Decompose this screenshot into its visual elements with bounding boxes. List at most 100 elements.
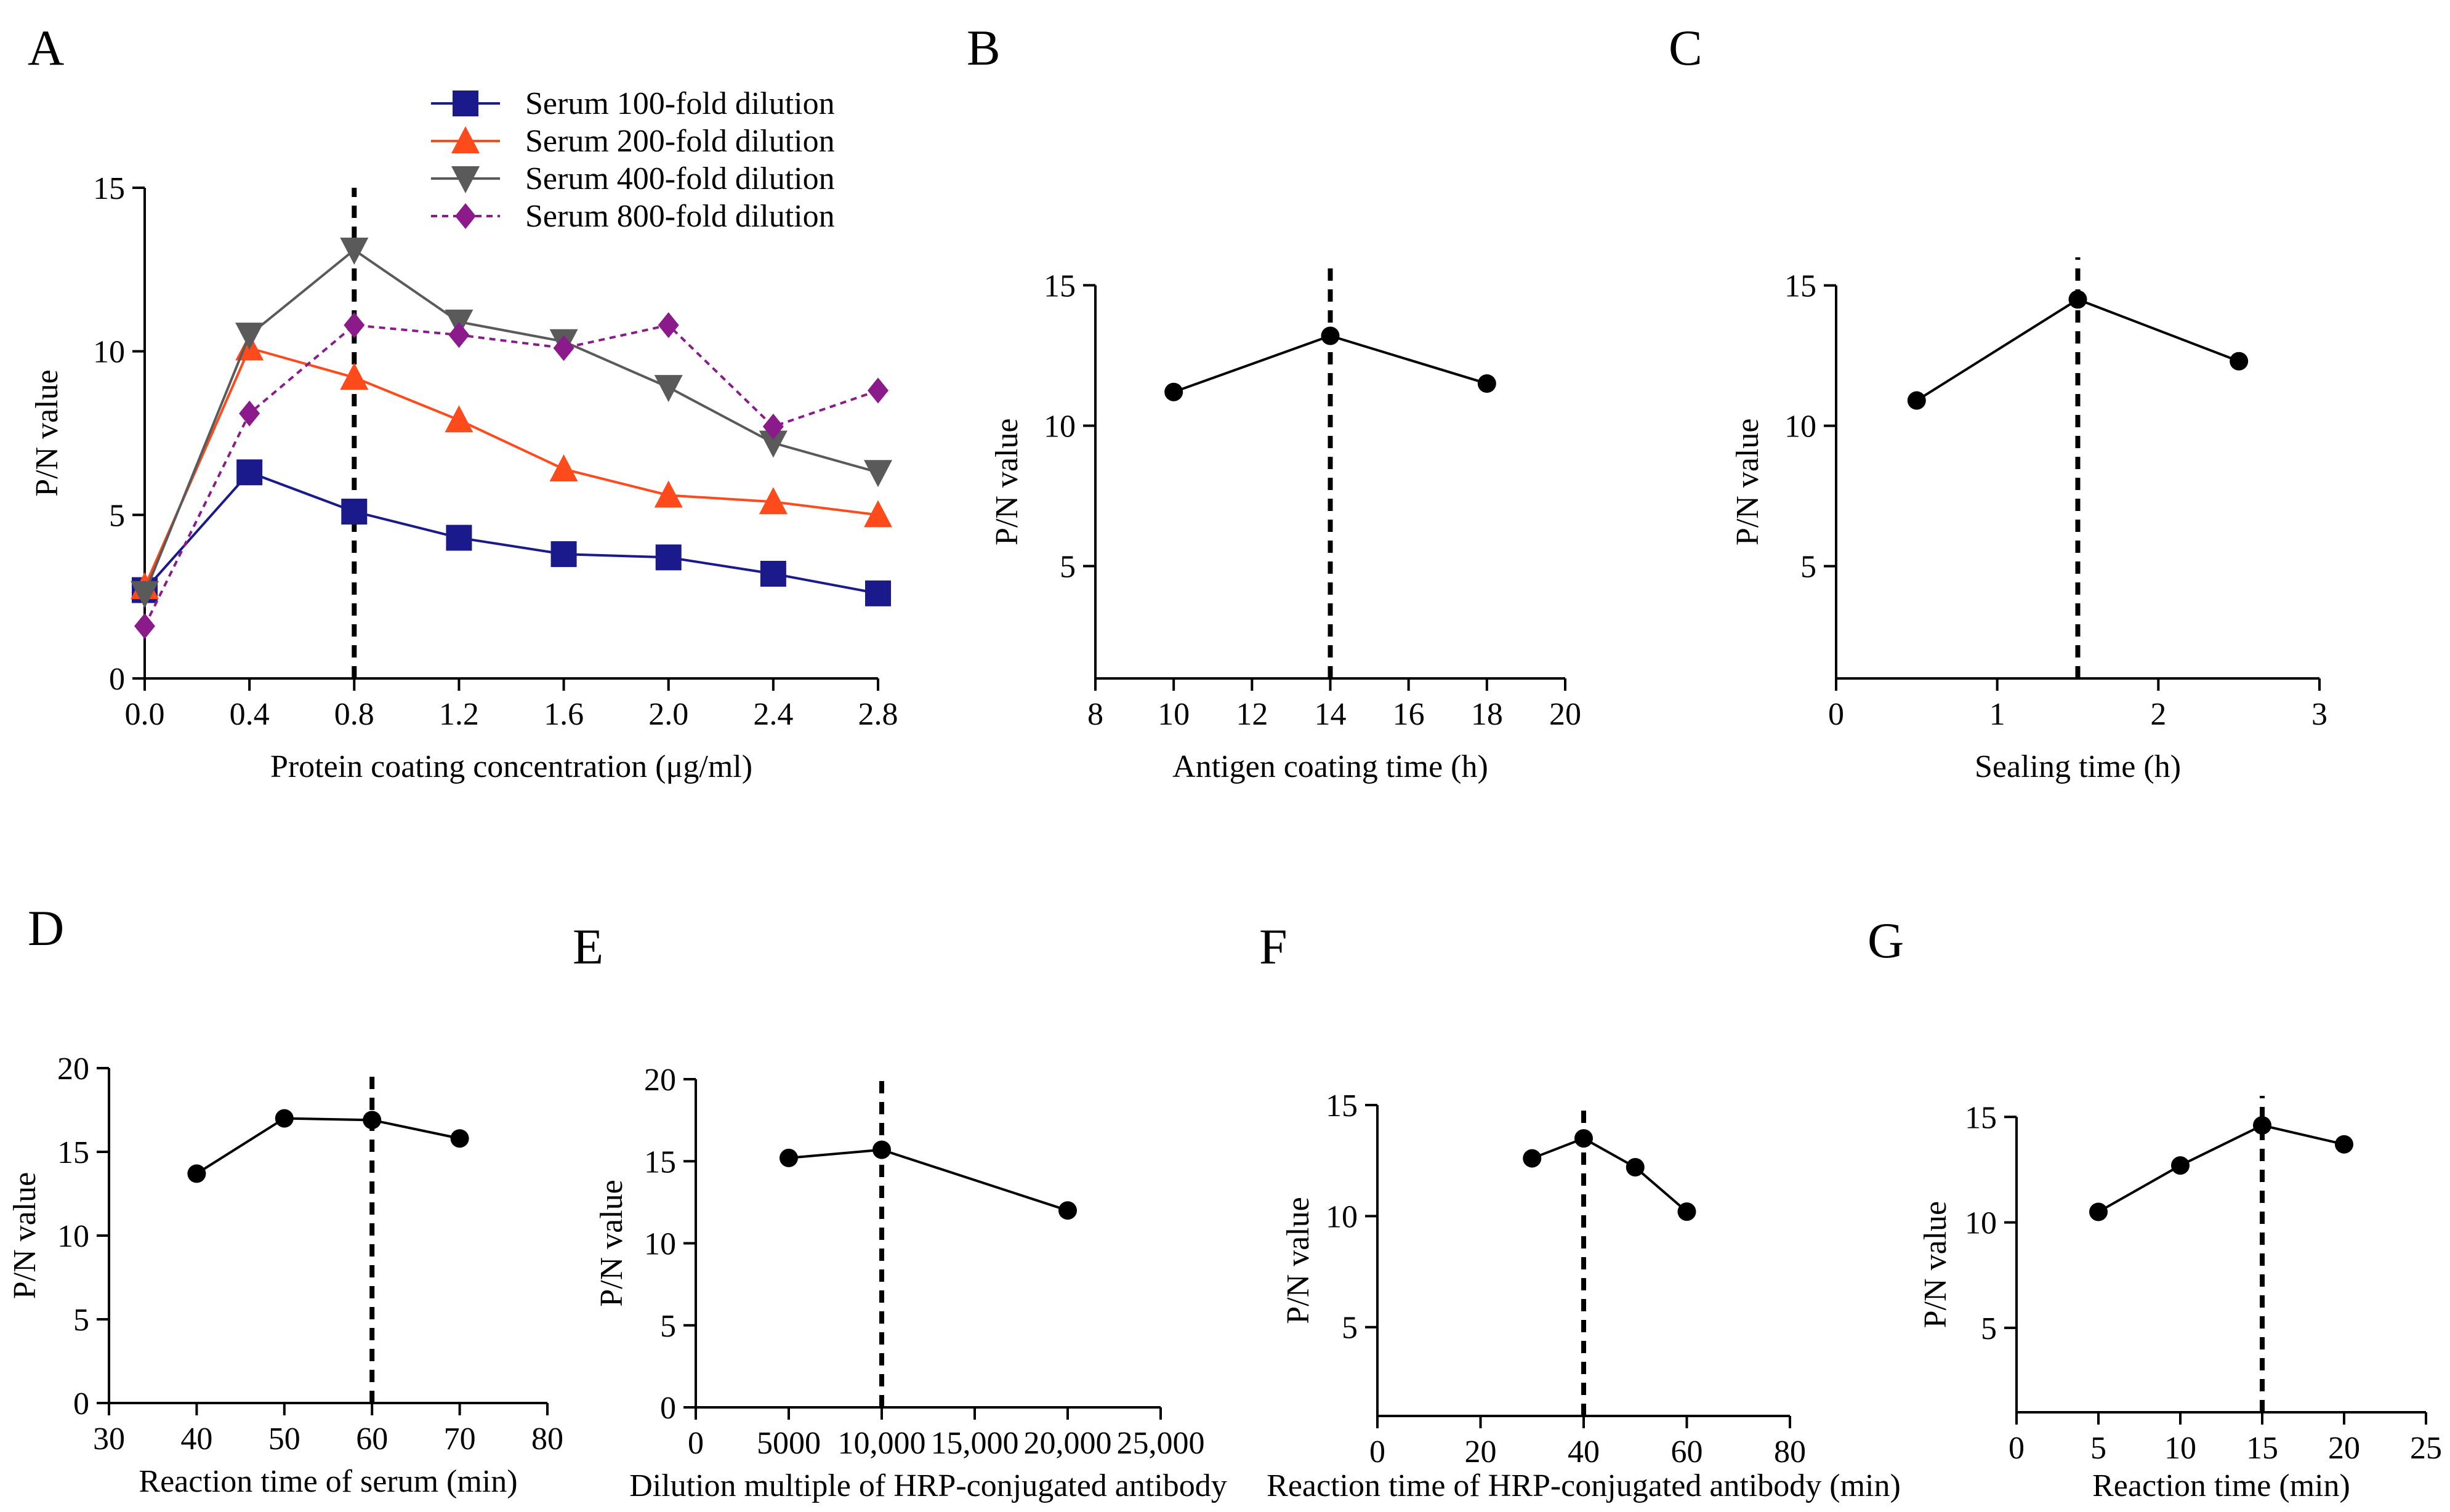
panel-a-x-tick-label: 1.6: [544, 697, 584, 732]
panel-g-y-axis-title: P/N value: [1918, 1201, 1953, 1329]
panel-a-data-point: [658, 312, 679, 339]
panel-a-data-point: [448, 322, 470, 348]
panel-b-data-point: [1477, 374, 1496, 393]
panel-b-x-tick-label: 12: [1236, 697, 1268, 732]
panel-d-data-point: [275, 1109, 294, 1128]
panel-d-y-tick-label: 5: [73, 1303, 89, 1338]
panel-a-data-point: [235, 323, 264, 350]
panel-e-y-tick-label: 0: [660, 1391, 676, 1426]
panel-a-data-point: [341, 499, 368, 525]
panel-f-data-point: [1574, 1129, 1593, 1148]
panel-b-x-tick-label: 20: [1549, 697, 1581, 732]
panel-b-data-point: [1321, 326, 1340, 345]
panel-e-x-tick-label: 5000: [757, 1426, 821, 1461]
panel-a-x-tick-label: 1.2: [439, 697, 479, 732]
panel-d-y-tick-label: 15: [57, 1135, 89, 1170]
panel-e-y-tick-label: 15: [644, 1144, 676, 1180]
panel-a-data-point: [236, 459, 263, 486]
legend-label: Serum 400-fold dilution: [525, 161, 835, 196]
panel-a-data-point: [655, 544, 682, 571]
panel-d-series-line-0: [196, 1117, 461, 1175]
panel-e-data-point: [872, 1140, 891, 1159]
panel-e-x-axis-title: Dilution multiple of HRP-conjugated anti…: [629, 1468, 1227, 1503]
panel-f-x-tick-label: 60: [1671, 1434, 1703, 1470]
panel-e-x-tick-label: 25,000: [1117, 1426, 1205, 1461]
panel-d-data-point: [187, 1164, 206, 1183]
legend-label: Serum 200-fold dilution: [525, 124, 835, 159]
panel-e-y-axis-title: P/N value: [594, 1180, 629, 1307]
panel-a-data-point: [239, 400, 260, 427]
panel-g-letter: G: [1868, 912, 1904, 968]
panel-b-x-tick-label: 14: [1315, 697, 1347, 732]
panel-f-x-tick-label: 80: [1774, 1434, 1806, 1470]
panel-c: C 0 1 2 3 5 10 15 Sealing time (h) P/N value: [1669, 20, 2327, 784]
panel-e-x-tick-label: 15,000: [931, 1426, 1019, 1461]
panel-a-y-tick-label: 10: [93, 335, 125, 370]
panel-c-x-axis-title: Sealing time (h): [1975, 749, 2181, 784]
panel-a-data-point: [760, 560, 786, 587]
panel-e-x-tick-label: 20,000: [1024, 1426, 1112, 1461]
panel-g-data-point: [2335, 1135, 2353, 1154]
panel-a-x-tick-label: 0.0: [125, 697, 165, 732]
panel-g-data-point: [2171, 1156, 2190, 1175]
panel-e-y-tick-label: 5: [660, 1309, 676, 1344]
panel-a-data-point: [553, 335, 574, 361]
panel-a-data-point: [445, 405, 473, 433]
panel-d-letter: D: [28, 900, 64, 956]
panel-b-letter: B: [967, 20, 1001, 76]
panel-d-x-axis-title: Reaction time of serum (min): [139, 1464, 517, 1499]
panel-d-data-point: [363, 1111, 382, 1130]
panel-a: A 0.0 0.4 0.8 1.2 1.6 2.0 2.4 2.8 0 5 10 15 Protein c…: [28, 20, 898, 784]
panel-f-x-axis-title: Reaction time of HRP-conjugated antibody…: [1267, 1468, 1901, 1503]
panel-b-x-axis-title: Antigen coating time (h): [1172, 749, 1488, 784]
panel-f-y-tick-label: 15: [1326, 1088, 1358, 1124]
panel-g-data-point: [2253, 1116, 2271, 1135]
panel-d-x-tick-label: 40: [180, 1422, 212, 1457]
panel-d-y-axis-title: P/N value: [7, 1172, 42, 1300]
panel-c-x-tick-label: 2: [2150, 697, 2166, 732]
panel-a-letter: A: [28, 20, 64, 76]
panel-e-letter: E: [573, 919, 603, 975]
panel-e-series-line-0: [788, 1148, 1068, 1212]
panel-b: B 8 10 12 14 16 18 20 5 10 15 Antigen coating time …: [967, 20, 1581, 784]
panel-g-x-axis-title: Reaction time (min): [2092, 1468, 2350, 1503]
panel-d-x-tick-label: 70: [444, 1422, 476, 1457]
panel-g-y-tick-label: 5: [1981, 1311, 1997, 1346]
panel-e-data-point: [1058, 1201, 1077, 1220]
panel-f-x-tick-label: 40: [1568, 1434, 1600, 1470]
panel-g-data-point: [2089, 1202, 2108, 1221]
panel-a-series-line-2: [143, 248, 879, 594]
panel-f-data-point: [1677, 1202, 1696, 1221]
panel-a-x-tick-label: 0.4: [230, 697, 270, 732]
panel-c-data-point: [1907, 391, 1926, 410]
panel-f-y-tick-label: 5: [1342, 1311, 1358, 1346]
panel-b-data-point: [1164, 382, 1183, 401]
panel-a-data-point: [344, 312, 365, 339]
panel-e: E 0 5000 10,000 15,000 20,000 25,000 0 5 10 15 20 Di…: [573, 919, 1227, 1503]
panel-a-data-point: [864, 500, 892, 528]
panel-f: F 0 20 40 60 80 5 10 15 Reaction time of HRP-conj…: [1259, 919, 1901, 1503]
panel-d-data-point: [450, 1129, 469, 1148]
panel-g-x-tick-label: 25: [2410, 1431, 2442, 1466]
panel-a-data-point: [550, 541, 577, 568]
legend-marker: [455, 203, 476, 229]
panel-a-data-point: [131, 581, 159, 608]
panel-d-x-tick-label: 60: [356, 1422, 388, 1457]
panel-c-y-tick-label: 10: [1784, 409, 1816, 444]
panel-b-x-tick-label: 10: [1158, 697, 1190, 732]
panel-a-x-tick-label: 2.8: [858, 697, 898, 732]
panel-c-y-axis-title: P/N value: [1730, 419, 1765, 546]
panel-g-x-tick-label: 0: [2009, 1431, 2025, 1466]
panel-a-x-axis-title: Protein coating concentration (μg/ml): [270, 749, 752, 784]
legend-marker: [451, 126, 480, 153]
panel-a-data-point: [654, 375, 683, 403]
legend-label: Serum 800-fold dilution: [525, 199, 835, 234]
panel-a-data-point: [762, 413, 784, 440]
panel-a-y-tick-label: 0: [109, 662, 125, 697]
panel-a-series-line-3: [143, 323, 879, 627]
panel-f-series-line-0: [1531, 1136, 1688, 1213]
panel-f-letter: F: [1259, 919, 1287, 975]
panel-a-data-point: [864, 460, 892, 488]
panel-b-y-axis-title: P/N value: [989, 418, 1025, 545]
